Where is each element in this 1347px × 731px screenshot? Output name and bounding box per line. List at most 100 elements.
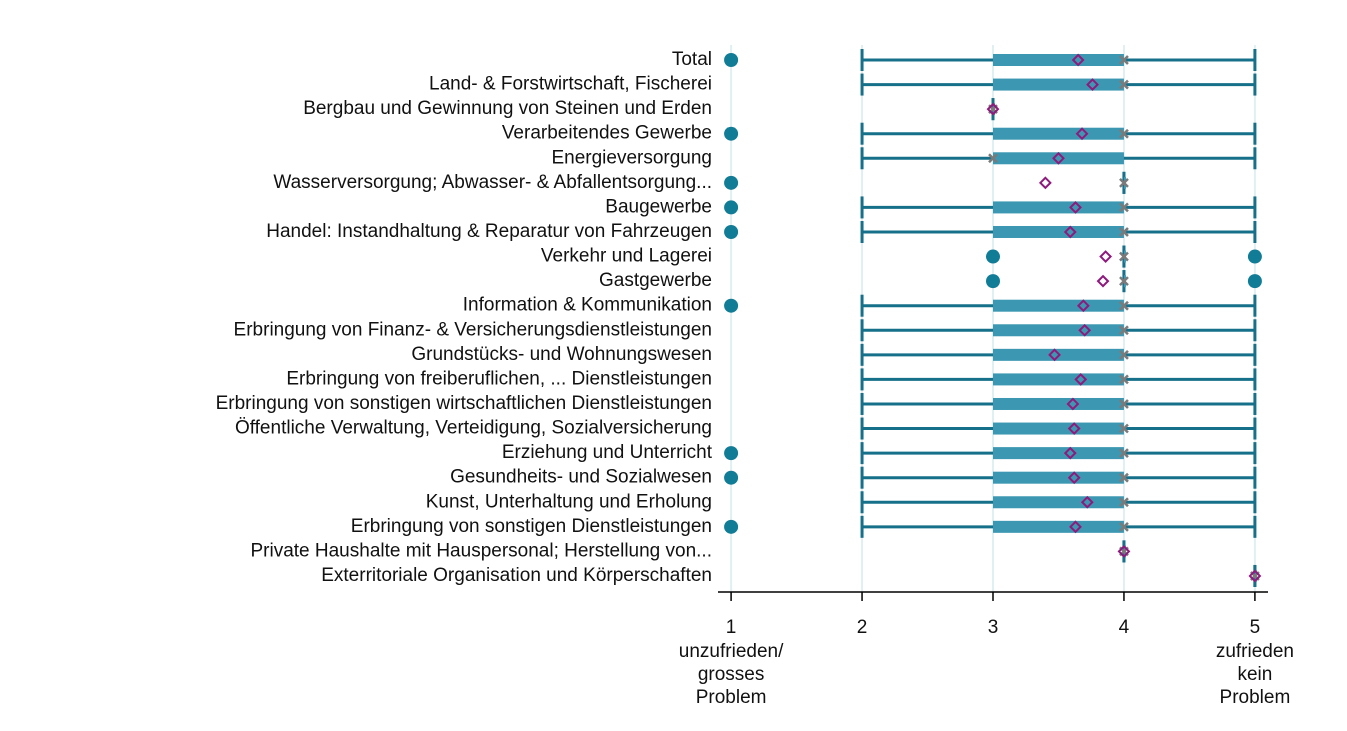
box xyxy=(993,225,1124,238)
x-annotation: Problem xyxy=(696,687,767,708)
median xyxy=(1119,374,1129,385)
outlier xyxy=(986,274,1000,289)
category-label: Handel: Instandhaltung & Reparatur von F… xyxy=(266,221,712,242)
category-label: Bergbau und Gewinnung von Steinen und Er… xyxy=(303,98,712,119)
median xyxy=(988,153,998,164)
box xyxy=(993,471,1124,484)
median xyxy=(1119,251,1129,262)
category-label: Exterritoriale Organisation und Körpersc… xyxy=(321,565,712,586)
category-label: Erbringung von sonstigen Dienstleistunge… xyxy=(351,516,712,537)
outlier xyxy=(724,126,739,141)
mean xyxy=(1071,53,1085,67)
mean xyxy=(1048,348,1061,362)
outlier xyxy=(724,175,739,190)
category-label: Energieversorgung xyxy=(551,147,712,168)
mean xyxy=(1078,323,1092,337)
x-annotation: grosses xyxy=(698,664,765,685)
category-label: Gesundheits- und Sozialwesen xyxy=(450,467,712,488)
mean xyxy=(1076,299,1090,313)
category-label: Wasserversorgung; Abwasser- & Abfallents… xyxy=(273,172,712,193)
category-label: Verarbeitendes Gewerbe xyxy=(502,123,712,144)
median xyxy=(1119,472,1129,483)
category-label: Verkehr und Lagerei xyxy=(541,246,712,267)
mean xyxy=(1069,520,1082,534)
median xyxy=(1119,300,1129,311)
category-label: Kunst, Unterhaltung und Erholung xyxy=(426,491,712,512)
median xyxy=(1119,399,1129,409)
mean xyxy=(1052,151,1065,165)
category-label: Gastgewerbe xyxy=(599,270,712,291)
box xyxy=(993,127,1124,140)
median xyxy=(1119,79,1129,90)
category-label: Erbringung von sonstigen wirtschaftliche… xyxy=(216,393,712,414)
box xyxy=(993,54,1124,66)
category-label: Total xyxy=(672,49,712,70)
category-label: Öffentliche Verwaltung, Verteidigung, So… xyxy=(235,418,712,439)
mean xyxy=(1067,471,1081,485)
x-annotation: unzufrieden/ xyxy=(679,641,784,662)
x-tick-label: 5 xyxy=(1250,617,1261,638)
box xyxy=(993,520,1124,533)
x-tick-label: 4 xyxy=(1119,617,1130,638)
box xyxy=(993,299,1124,312)
mean xyxy=(1067,422,1081,435)
mean xyxy=(1086,78,1099,91)
outlier xyxy=(1247,249,1262,264)
mean xyxy=(1096,274,1110,288)
box xyxy=(993,397,1124,410)
median xyxy=(1119,497,1129,508)
outlier xyxy=(724,470,739,485)
box xyxy=(993,201,1124,214)
outlier xyxy=(986,249,1000,264)
box xyxy=(993,496,1124,509)
mean xyxy=(1066,397,1080,411)
x-annotation: zufrieden xyxy=(1216,641,1294,662)
outlier xyxy=(724,200,739,215)
box xyxy=(993,152,1124,165)
x-tick-label: 2 xyxy=(857,617,868,638)
box xyxy=(993,422,1124,435)
box xyxy=(993,447,1124,460)
median xyxy=(1119,349,1129,360)
mean xyxy=(1248,569,1262,583)
median xyxy=(1119,55,1129,65)
box xyxy=(993,78,1124,91)
median xyxy=(1119,276,1129,287)
category-label: Erbringung von Finanz- & Versicherungsdi… xyxy=(234,319,712,340)
category-label: Private Haushalte mit Hauspersonal; Hers… xyxy=(250,540,712,561)
outlier xyxy=(724,519,739,534)
mean xyxy=(1117,544,1131,558)
mean xyxy=(1075,127,1089,141)
mean xyxy=(1063,225,1077,239)
median xyxy=(1119,423,1129,434)
median xyxy=(1119,227,1129,237)
mean xyxy=(986,102,1000,116)
x-tick-label: 1 xyxy=(726,617,737,638)
median xyxy=(1119,448,1129,459)
category-label: Erbringung von freiberuflichen, ... Dien… xyxy=(286,368,712,389)
box xyxy=(993,324,1124,337)
category-label: Baugewerbe xyxy=(605,196,712,217)
outlier xyxy=(724,446,739,461)
box xyxy=(993,373,1124,386)
category-label: Information & Kommunikation xyxy=(463,295,712,316)
median xyxy=(1119,202,1129,213)
mean xyxy=(1080,495,1094,509)
x-tick-label: 3 xyxy=(988,617,999,638)
median xyxy=(1119,177,1129,188)
median xyxy=(1119,325,1129,336)
mean xyxy=(1069,201,1082,214)
mean xyxy=(1099,250,1113,263)
median xyxy=(1119,128,1129,139)
outlier xyxy=(724,298,739,313)
outlier xyxy=(724,224,739,239)
x-annotation: kein xyxy=(1237,664,1272,685)
mean xyxy=(1074,372,1088,386)
mean xyxy=(1038,176,1052,190)
category-label: Land- & Forstwirtschaft, Fischerei xyxy=(429,74,712,95)
mean xyxy=(1063,446,1077,460)
outlier xyxy=(724,53,739,67)
x-annotation: Problem xyxy=(1220,687,1291,708)
category-label: Grundstücks- und Wohnungswesen xyxy=(411,344,712,365)
